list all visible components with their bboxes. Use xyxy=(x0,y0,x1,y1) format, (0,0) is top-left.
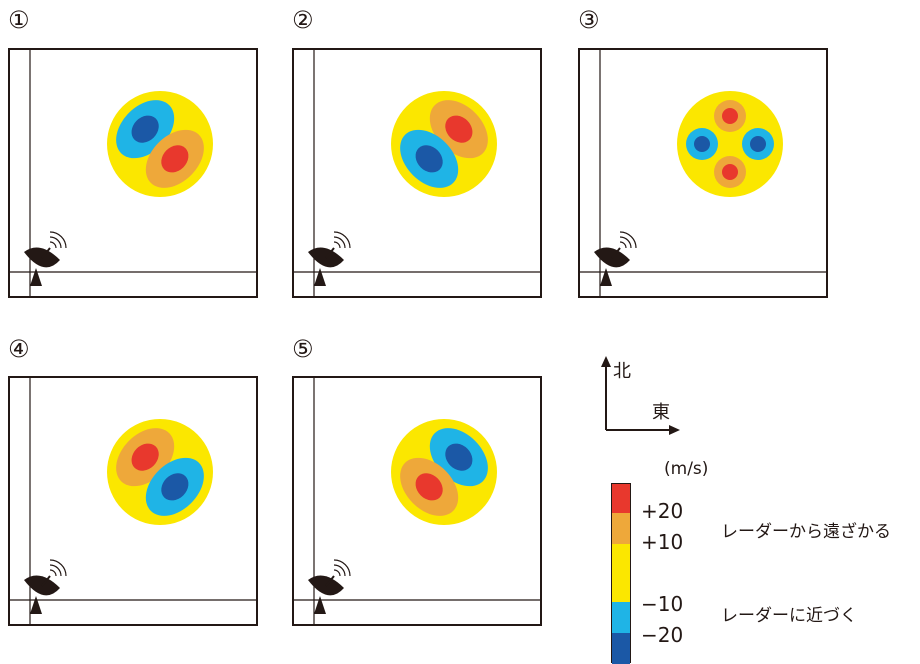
panel-3 xyxy=(578,48,828,298)
radar-wave xyxy=(333,564,346,577)
radar-feed xyxy=(611,247,621,259)
radar-feed xyxy=(41,247,51,259)
velocity-couplet xyxy=(400,100,488,188)
radar-wave xyxy=(49,236,62,249)
radar-wave xyxy=(333,236,346,249)
panel-1 xyxy=(8,48,258,298)
panel-label-5: ⑤ xyxy=(292,335,314,363)
inner-lobe-b xyxy=(415,473,443,501)
radar-antenna-icon xyxy=(24,559,67,614)
panel-drawing xyxy=(294,378,540,624)
velocity-couplet xyxy=(116,428,204,516)
legend-seg-dark-blue xyxy=(612,633,630,664)
radar-wave xyxy=(333,231,351,249)
panel-label-1: ① xyxy=(8,6,30,34)
panel-label-3: ③ xyxy=(578,6,600,34)
legend-tick-minus10: −10 xyxy=(641,592,684,616)
inner-lobe-a xyxy=(445,115,473,143)
inner-lobe-b xyxy=(161,145,189,173)
panel-label-2: ② xyxy=(292,6,314,34)
radar-wave xyxy=(333,559,351,577)
cell-inner xyxy=(722,164,738,180)
cell-inner xyxy=(722,108,738,124)
radar-antenna-icon xyxy=(594,231,637,286)
radar-wave xyxy=(619,241,627,249)
radar-wave xyxy=(49,564,62,577)
radar-base xyxy=(314,268,326,286)
radar-base xyxy=(314,596,326,614)
radar-feed xyxy=(325,247,335,259)
radar-wave xyxy=(49,241,57,249)
radar-antenna-icon xyxy=(308,231,351,286)
panel-drawing xyxy=(10,50,256,296)
legend-seg-orange xyxy=(612,513,630,544)
velocity-couplet xyxy=(400,428,488,516)
panel-drawing xyxy=(10,378,256,624)
panel-2 xyxy=(292,48,542,298)
radar-wave xyxy=(333,569,341,577)
cell-inner xyxy=(694,136,710,152)
panel-drawing xyxy=(294,50,540,296)
east-label: 東 xyxy=(652,402,670,423)
inner-lobe-b xyxy=(161,473,189,501)
legend-seg-light-blue xyxy=(612,602,630,633)
storm-disc xyxy=(677,91,783,197)
inner-lobe-a xyxy=(131,443,159,471)
panel-4 xyxy=(8,376,258,626)
radar-antenna-icon xyxy=(24,231,67,286)
north-label: 北 xyxy=(613,361,631,382)
legend-tick-plus10: +10 xyxy=(641,530,684,554)
legend-toward-text: レーダーに近づく xyxy=(721,606,857,626)
inner-lobe-a xyxy=(445,443,473,471)
legend-color-bar xyxy=(611,483,631,664)
radar-wave xyxy=(49,559,67,577)
radar-antenna-icon xyxy=(308,559,351,614)
radar-wave xyxy=(619,236,632,249)
panel-drawing xyxy=(580,50,826,296)
radar-wave xyxy=(49,231,67,249)
compass-arrows xyxy=(601,356,680,435)
legend-tick-plus20: +20 xyxy=(641,499,684,523)
radar-base xyxy=(30,596,42,614)
radar-feed xyxy=(41,575,51,587)
inner-lobe-a xyxy=(131,115,159,143)
cell-inner xyxy=(750,136,766,152)
radar-wave xyxy=(619,231,637,249)
panel-5 xyxy=(292,376,542,626)
legend-unit: (m/s) xyxy=(664,459,709,479)
legend-tick-minus20: −20 xyxy=(641,623,684,647)
legend-seg-yellow xyxy=(612,544,630,602)
legend-away-text: レーダーから遠ざかる xyxy=(721,522,891,542)
panel-label-4: ④ xyxy=(8,335,30,363)
radar-wave xyxy=(333,241,341,249)
radar-base xyxy=(600,268,612,286)
radar-wave xyxy=(49,569,57,577)
radar-base xyxy=(30,268,42,286)
velocity-couplet xyxy=(116,100,204,188)
inner-lobe-b xyxy=(415,145,443,173)
legend-seg-red xyxy=(612,484,630,513)
radar-feed xyxy=(325,575,335,587)
